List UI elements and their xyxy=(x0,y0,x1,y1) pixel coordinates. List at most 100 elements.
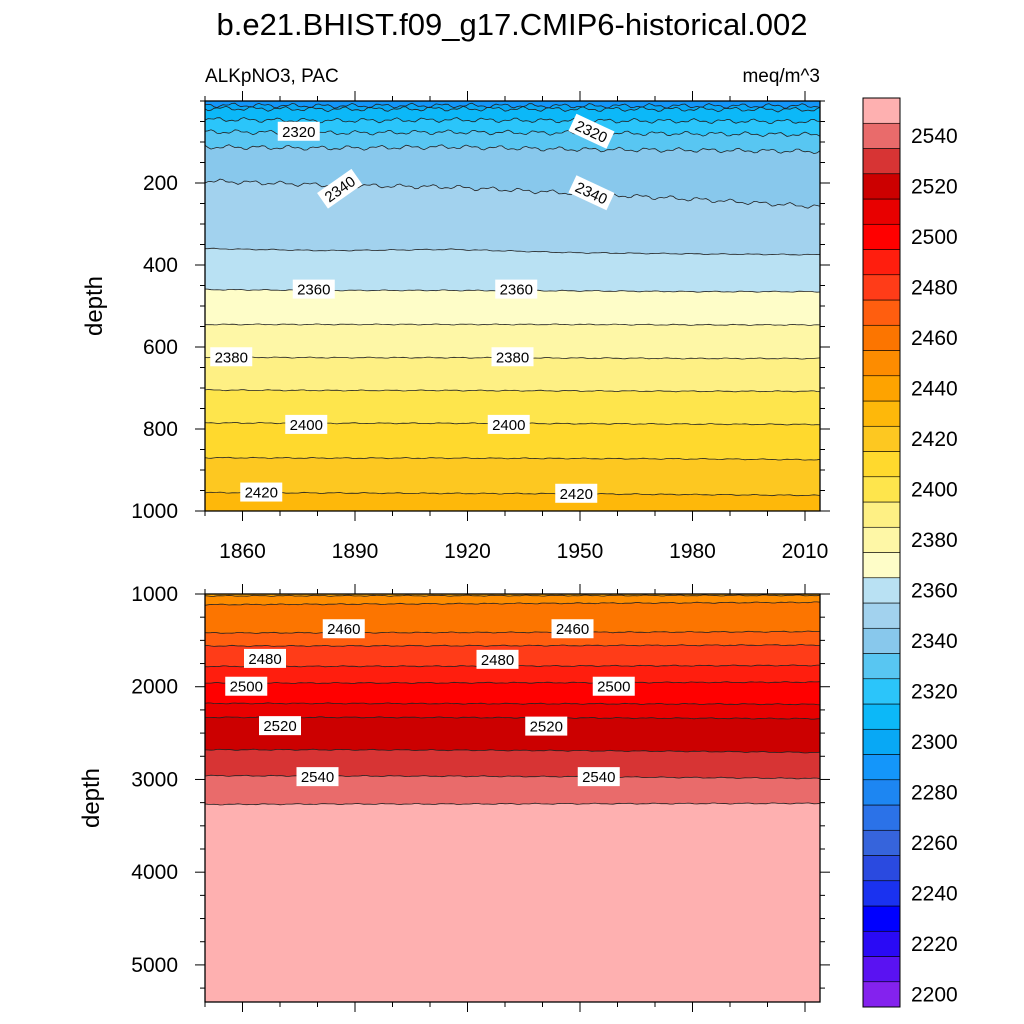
contour-line-2540 xyxy=(205,802,820,806)
contour-label-text: 2480 xyxy=(248,651,281,668)
contour-line-2390 xyxy=(205,389,820,393)
contour-label: 2480 xyxy=(244,648,286,668)
x-tick-label: 1860 xyxy=(219,540,266,563)
contour-label-text: 2480 xyxy=(481,652,514,669)
colorbar-box xyxy=(862,627,901,654)
colorbar-box xyxy=(862,324,901,351)
contour-line-2500 xyxy=(205,702,820,706)
contour-line-2350 xyxy=(205,247,820,256)
colorbar-box xyxy=(862,602,901,629)
contour-label-box xyxy=(210,347,253,367)
colorbar-box xyxy=(862,375,901,402)
contour-line-2330 xyxy=(205,144,820,155)
colorbar-tick-label: 2300 xyxy=(911,731,958,754)
contour-label: 2420 xyxy=(555,483,598,503)
contour-label-box xyxy=(322,619,365,639)
y-tick-label: 600 xyxy=(143,336,178,359)
contour-label-box xyxy=(525,716,568,736)
colorbar-box xyxy=(862,173,901,200)
contour-label-box xyxy=(568,175,615,211)
colorbar-tick-label: 2360 xyxy=(911,579,958,602)
contour-label-text: 2500 xyxy=(230,679,263,696)
contour-label: 2480 xyxy=(476,649,519,669)
colorbar-tick-label: 2480 xyxy=(911,276,958,299)
contour-line-2520 xyxy=(205,748,820,754)
colorbar-tick-label: 2540 xyxy=(911,125,958,148)
y-tick-label: 200 xyxy=(143,172,178,195)
contour-label: 2520 xyxy=(525,716,568,736)
contour-line-2420 xyxy=(205,491,820,497)
colorbar-box xyxy=(862,703,901,730)
contour-line-2450 xyxy=(205,601,820,606)
contour-label-box xyxy=(292,279,335,299)
contour-label-text: 2520 xyxy=(263,718,296,735)
lower-panel: 2460 2460 2480 2480 2500 2500 2520 2520 2540 2540… xyxy=(78,583,830,1012)
contour-label-box xyxy=(555,483,598,503)
variable-label: ALKpNO3, PAC xyxy=(205,66,339,87)
contour-label-box xyxy=(491,347,534,367)
band-2420 xyxy=(205,492,820,511)
colorbar-box xyxy=(862,501,901,528)
x-tick-label: 1920 xyxy=(444,540,491,563)
contour-label-box xyxy=(577,767,620,787)
contour-line-2490 xyxy=(205,681,820,684)
contour-label-text: 2380 xyxy=(496,349,529,366)
contour-line-2440 xyxy=(205,594,820,597)
contour-label-text: 2540 xyxy=(301,769,334,786)
contour-fill-layer xyxy=(205,101,820,511)
colorbar-tick-label: 2420 xyxy=(911,428,958,451)
contour-line-2310 xyxy=(205,117,820,124)
contour-label-box xyxy=(592,676,635,696)
colorbar-tick-label: 2460 xyxy=(911,327,958,350)
colorbar-tick-label: 2500 xyxy=(911,226,958,249)
contour-line-2290 xyxy=(205,102,820,109)
contour-label-box xyxy=(296,767,339,787)
y-tick-label: 800 xyxy=(143,418,178,441)
contour-label: 2380 xyxy=(491,347,534,367)
colorbar-box xyxy=(862,930,901,957)
colorbar-box xyxy=(862,122,901,149)
contour-label: 2380 xyxy=(210,347,253,367)
contour-label-text: 2420 xyxy=(245,485,278,502)
colorbar-box xyxy=(862,148,901,175)
colorbar-box xyxy=(862,956,901,983)
colorbar-tick-label: 2520 xyxy=(911,175,958,198)
y-tick-label: 400 xyxy=(143,254,178,277)
colorbar-box xyxy=(862,350,901,377)
contour-label-box xyxy=(568,113,615,149)
colorbar-box xyxy=(862,880,901,907)
colorbar-box xyxy=(862,552,901,579)
contour-label: 2460 xyxy=(551,619,594,639)
colorbar-tick-label: 2400 xyxy=(911,478,958,501)
contour-label-text: 2500 xyxy=(597,679,630,696)
contour-label: 2420 xyxy=(240,482,283,502)
contour-label: 2500 xyxy=(225,676,268,696)
x-tick-label: 2010 xyxy=(782,540,829,563)
colorbar-box xyxy=(862,678,901,705)
contour-label-box xyxy=(277,121,320,141)
contour-label: 2540 xyxy=(577,767,620,787)
y-axis-label: depth xyxy=(81,276,108,336)
colorbar-box xyxy=(862,653,901,680)
colorbar-box xyxy=(862,905,901,932)
colorbar-tick-label: 2220 xyxy=(911,933,958,956)
contour-label-text: 2540 xyxy=(582,769,615,786)
y-axis-label: depth xyxy=(78,768,105,828)
colorbar-box xyxy=(862,299,901,326)
colorbar-box xyxy=(862,274,901,301)
colorbar-box xyxy=(862,425,901,452)
x-tick-label: 1890 xyxy=(332,540,379,563)
contour-label: 2460 xyxy=(322,619,365,639)
colorbar-box xyxy=(862,855,901,882)
contour-line-2510 xyxy=(205,716,820,720)
contour-label-box xyxy=(285,414,328,434)
colorbar-box xyxy=(862,223,901,250)
colorbar-box xyxy=(862,804,901,831)
contour-label-text: 2460 xyxy=(556,621,589,638)
contour-label-box xyxy=(317,168,363,209)
contour-label-text: 2380 xyxy=(215,349,248,366)
contour-line-2340 xyxy=(205,178,820,209)
plot-frame xyxy=(204,593,821,1003)
colorbar-box xyxy=(862,476,901,503)
